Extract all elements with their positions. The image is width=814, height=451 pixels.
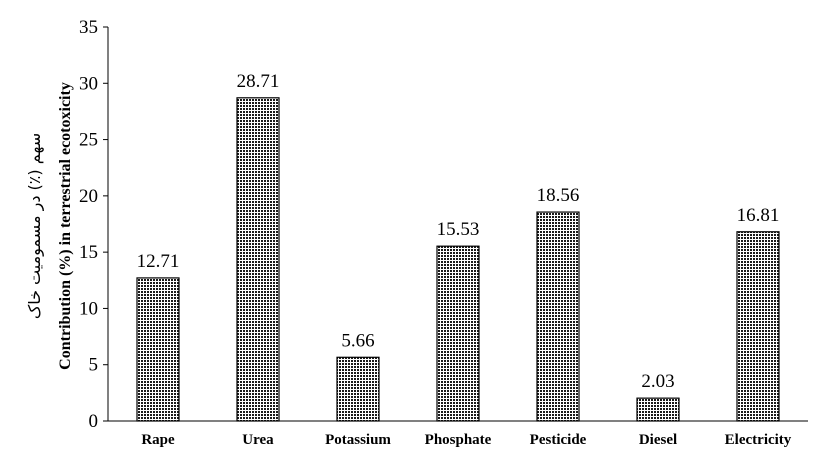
x-tick-label-potassium: Potassium — [325, 432, 391, 448]
bar-pesticide — [536, 211, 580, 422]
y-tick-label: 35 — [79, 17, 98, 38]
x-tick-label-rape: Rape — [141, 432, 175, 448]
x-tick-label-phosphate: Phosphate — [425, 432, 492, 448]
y-axis-title-fa: سهم (٪) در مسمومیت خاک — [25, 133, 45, 319]
y-tick-label: 15 — [79, 242, 98, 263]
y-tick-label: 5 — [89, 355, 99, 376]
y-axis: 0 5 10 15 20 25 30 35 — [79, 17, 109, 432]
y-tick-label: 25 — [79, 130, 98, 151]
x-tick-label-urea: Urea — [242, 432, 274, 448]
data-label-pesticide: 18.56 — [537, 185, 580, 206]
data-label-electricity: 16.81 — [737, 205, 780, 226]
bar-potassium — [336, 356, 380, 422]
data-label-urea: 28.71 — [237, 71, 280, 92]
x-axis: Rape Urea Potassium Phosphate Pesticide Diese… — [108, 420, 808, 448]
x-tick-label-electricity: Electricity — [725, 432, 792, 448]
data-labels: 12.71 28.71 5.66 15.53 18.56 2.03 16.81 — [137, 71, 780, 392]
data-label-diesel: 2.03 — [641, 371, 674, 392]
bar-urea — [236, 97, 280, 422]
y-tick-label: 0 — [89, 411, 99, 432]
data-label-phosphate: 15.53 — [437, 219, 480, 240]
y-tick-label: 30 — [79, 73, 98, 94]
y-tick-label: 20 — [79, 186, 98, 207]
y-axis-title-en: Contribution (%) in terrestrial ecotoxic… — [57, 82, 74, 370]
x-tick-label-diesel: Diesel — [639, 432, 677, 448]
x-tick-label-pesticide: Pesticide — [530, 432, 587, 448]
bar-diesel — [636, 397, 680, 422]
y-tick-label: 10 — [79, 298, 98, 319]
data-label-rape: 12.71 — [137, 251, 180, 272]
bar-rape — [136, 277, 180, 422]
bar-phosphate — [436, 245, 480, 422]
y-axis-title: Contribution (%) in terrestrial ecotoxic… — [25, 82, 74, 370]
bars — [136, 97, 780, 422]
bar-electricity — [736, 231, 780, 422]
data-label-potassium: 5.66 — [341, 330, 374, 351]
